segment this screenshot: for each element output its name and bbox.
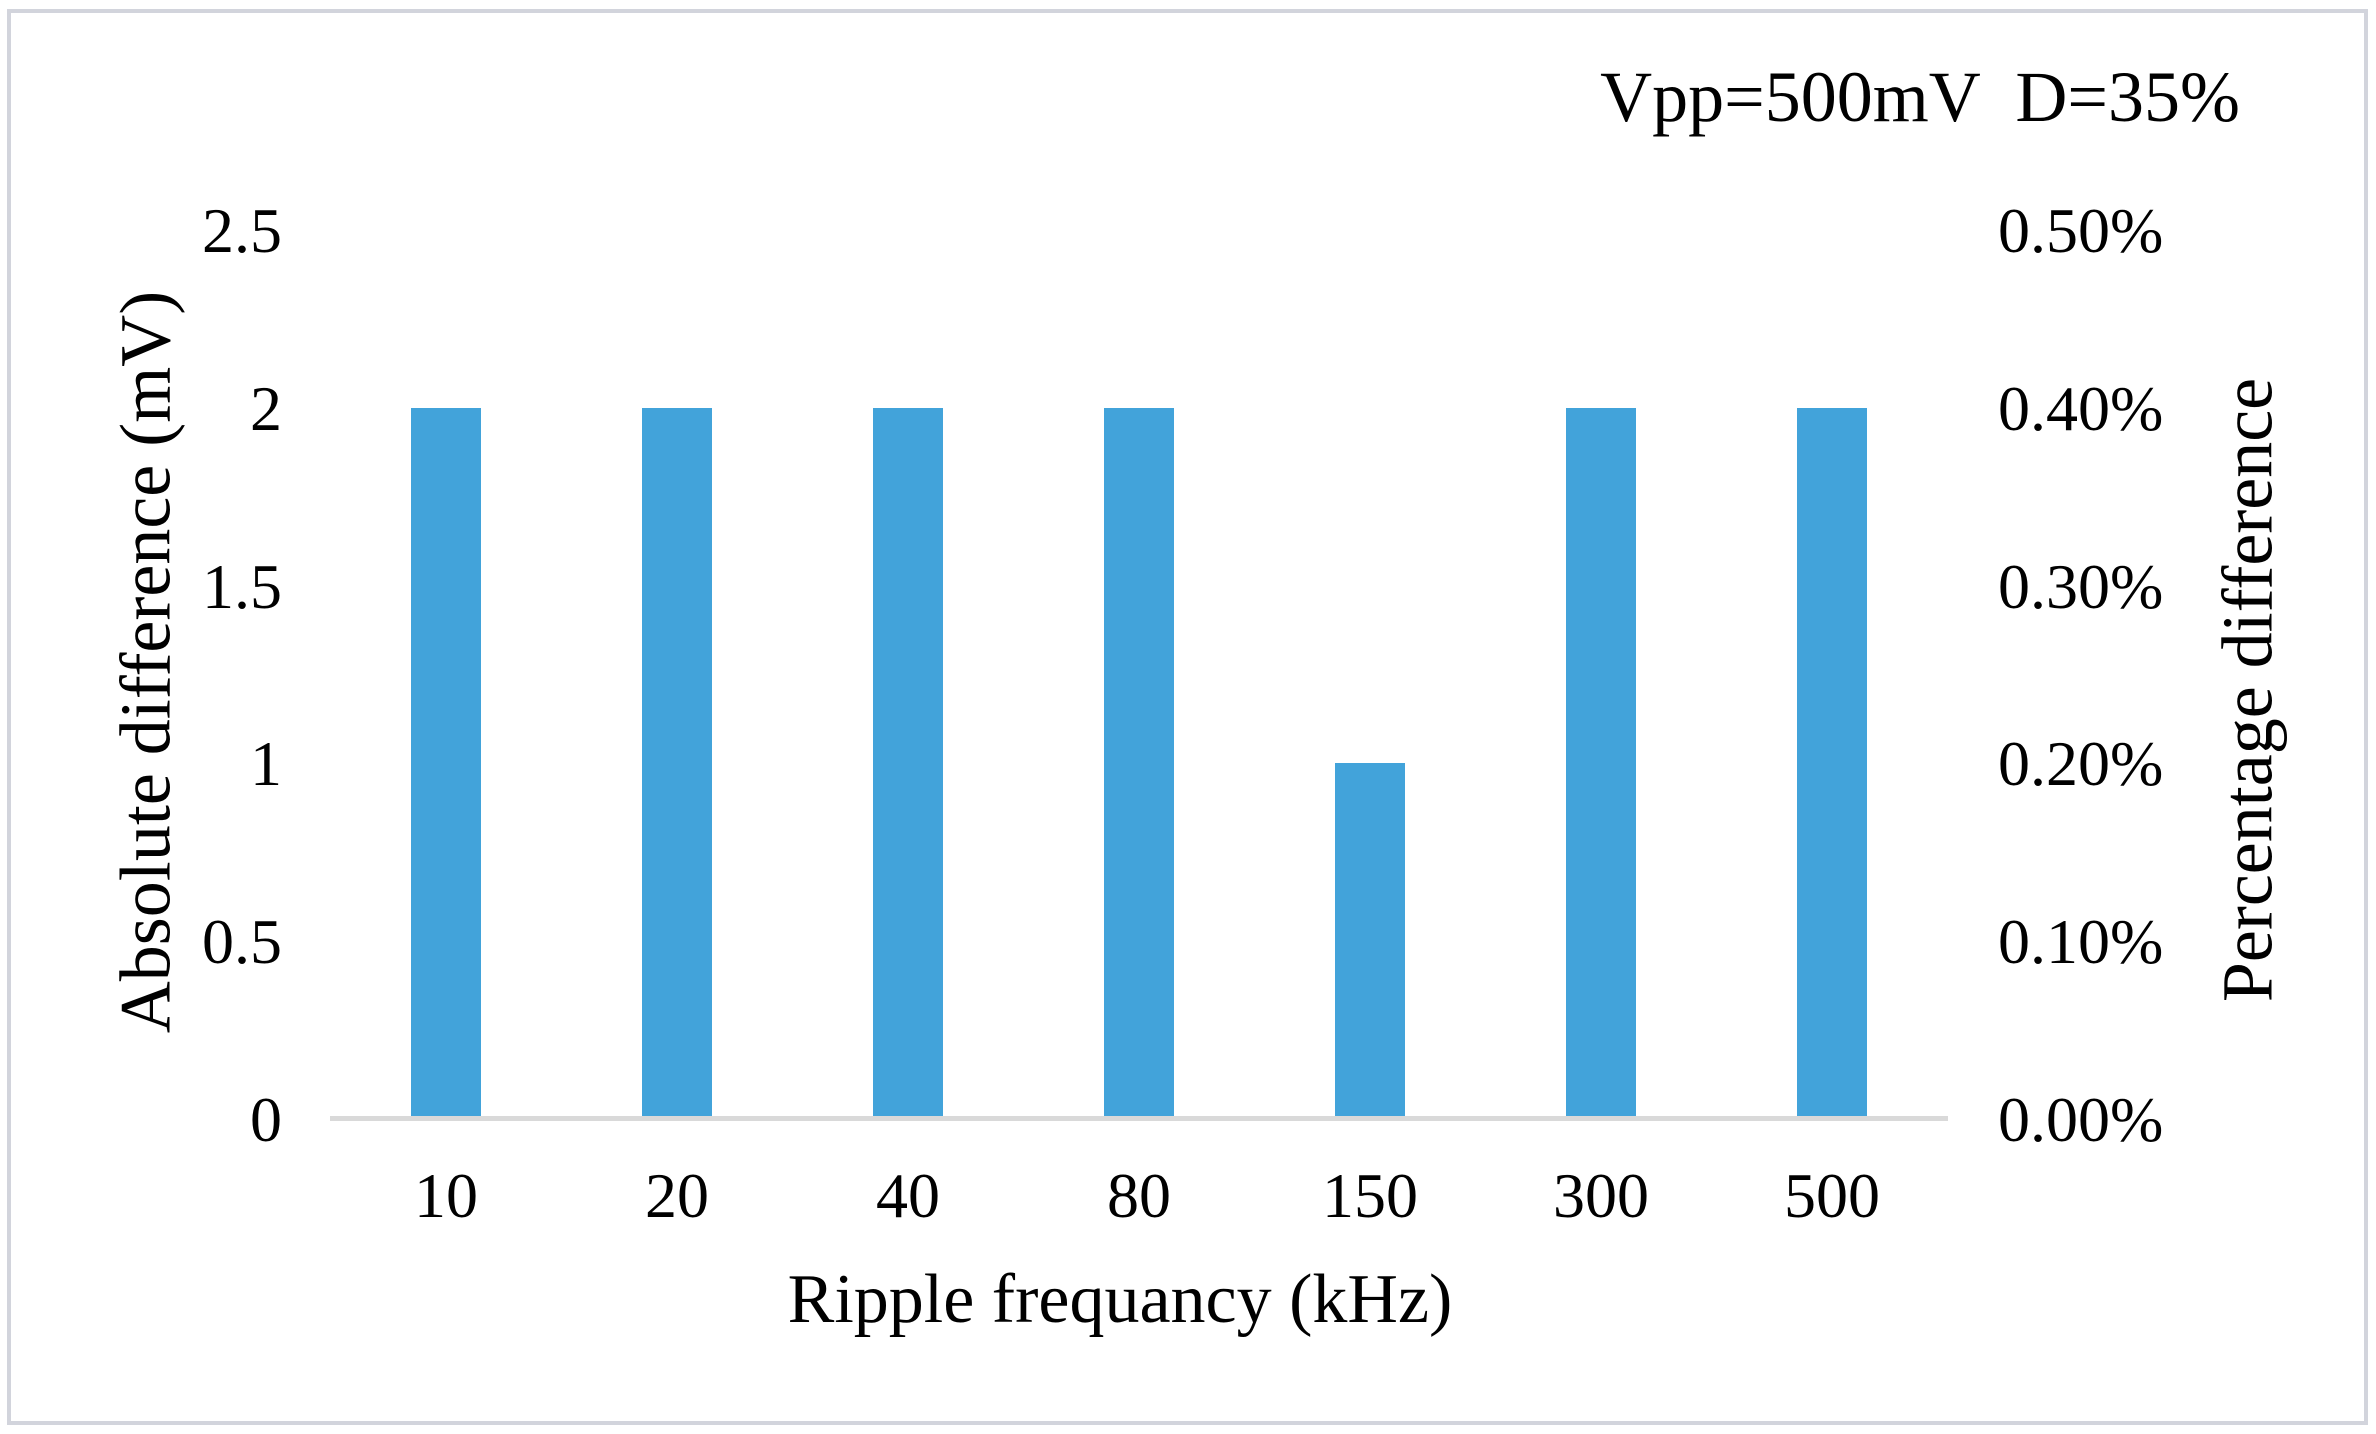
x-tick: 300 <box>1553 1160 1649 1231</box>
x-tick: 40 <box>876 1160 940 1231</box>
bar-300khz <box>1566 408 1637 1117</box>
y-left-tick: 1 <box>250 728 282 799</box>
y-left-tick: 0 <box>250 1084 282 1155</box>
bar-10khz <box>410 408 481 1117</box>
y-right-tick: 0.20% <box>1998 728 2164 799</box>
y-right-tick: 0.40% <box>1998 373 2164 444</box>
x-tick: 150 <box>1322 1160 1418 1231</box>
x-tick: 20 <box>645 1160 709 1231</box>
x-tick: 80 <box>1107 1160 1171 1231</box>
right-axis-title: Percentage difference <box>2207 377 2288 1003</box>
y-left-tick: 1.5 <box>202 551 282 622</box>
plot-area <box>330 231 1948 1117</box>
chart-title: Vpp=500mV D=35% <box>1600 57 2240 137</box>
bar-500khz <box>1797 408 1868 1117</box>
x-axis-title: Ripple frequancy (kHz) <box>787 1261 1453 1338</box>
y-left-tick: 2.5 <box>202 195 282 266</box>
y-right-tick: 0.00% <box>1998 1084 2164 1155</box>
bar-150khz <box>1335 762 1406 1117</box>
y-right-tick: 0.10% <box>1998 906 2164 977</box>
y-right-tick: 0.50% <box>1998 195 2164 266</box>
bar-80khz <box>1104 408 1174 1117</box>
bar-20khz <box>641 408 712 1117</box>
x-tick: 10 <box>414 1160 478 1231</box>
x-axis-line <box>330 1116 1948 1121</box>
bar-40khz <box>872 408 943 1117</box>
left-axis-title: Absolute difference (mV) <box>105 290 186 1034</box>
x-tick: 500 <box>1784 1160 1880 1231</box>
y-left-tick: 0.5 <box>202 906 282 977</box>
y-left-tick: 2 <box>250 373 282 444</box>
y-right-tick: 0.30% <box>1998 551 2164 622</box>
